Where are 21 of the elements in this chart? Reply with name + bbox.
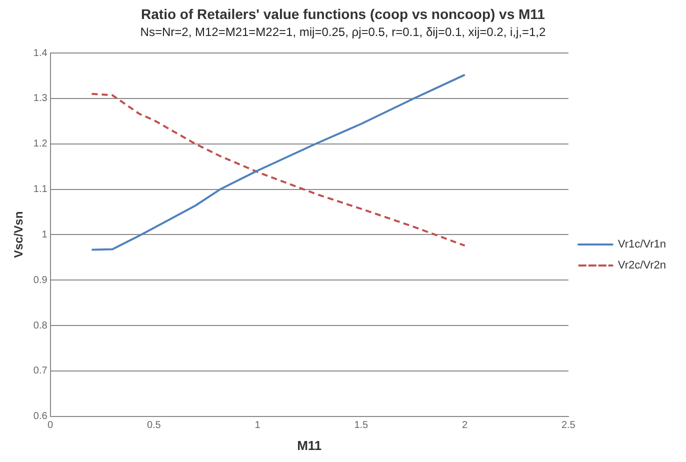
x-tick-label: 0.5 (146, 420, 162, 432)
y-axis-title: Vsc/Vsn (12, 211, 26, 258)
legend-label: Vr2c/Vr2n (618, 260, 666, 272)
chart-subtitle: Ns=Nr=2, M12=M21=M22=1, mij=0.25, ρj=0.5, r=0.1, δij=0.1, xij=0.2, i,j,=1,2 (139, 25, 547, 39)
y-tick-label: 0.7 (33, 366, 48, 377)
x-tick-label: 1.5 (354, 420, 369, 432)
y-tick-label: 1 (42, 229, 48, 240)
x-axis-title: M11 (297, 438, 322, 453)
chart-title: Ratio of Retailers' value functions (coop vs noncoop) vs M11 (140, 6, 546, 22)
x-tick-label: 1 (254, 420, 261, 432)
y-tick-label: 1.2 (33, 138, 48, 150)
y-tick-label: 0.6 (33, 411, 48, 422)
y-tick-label: 0.8 (33, 320, 48, 332)
y-tick-label: 1.4 (33, 48, 48, 59)
x-tick-label: 0 (48, 420, 54, 432)
legend-label: Vr1c/Vr1n (618, 238, 666, 251)
x-tick-label: 2.5 (561, 420, 576, 432)
y-tick-label: 1.1 (33, 184, 48, 196)
y-tick-label: 1.3 (33, 93, 48, 104)
y-tick-label: 0.9 (33, 274, 48, 286)
x-tick-label: 2 (462, 420, 468, 432)
